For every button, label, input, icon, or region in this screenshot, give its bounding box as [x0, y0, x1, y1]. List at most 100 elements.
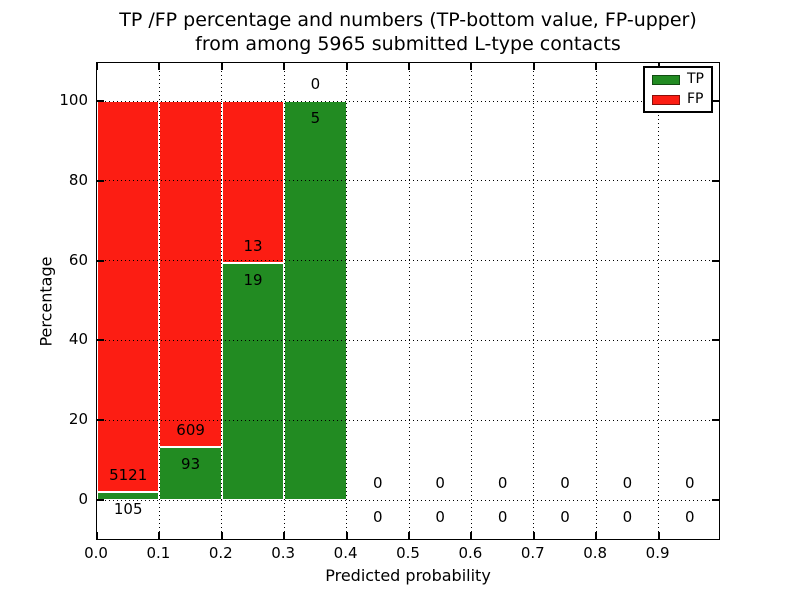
tick-bottom-0.0 — [96, 532, 98, 539]
tick-bottom-0.7 — [532, 532, 535, 539]
tick-top-0.3 — [283, 63, 286, 70]
gridline-x-0.6 — [470, 63, 472, 539]
tick-right-0 — [712, 499, 719, 501]
gridline-x-0.8 — [595, 63, 597, 539]
annotation-fp-1: 609 — [176, 421, 205, 440]
tick-top-0.2 — [220, 63, 223, 70]
tick-top-0.4 — [345, 63, 348, 70]
legend-swatch-fp-icon — [652, 94, 680, 105]
tick-top-0.5 — [408, 63, 410, 70]
annotation-tp-5: 0 — [435, 507, 445, 526]
annotation-tp-3: 5 — [310, 108, 321, 127]
annotation-tp-9: 0 — [685, 507, 695, 526]
plot-area: TP FP 5121 105 609 93 13 19 0 5 0 0 0 0 0 0 0 0 0 0 0 0 — [96, 62, 720, 540]
gridline-x-0.5 — [408, 63, 410, 539]
tick-left-80 — [97, 179, 104, 182]
annotation-fp-8: 0 — [622, 474, 633, 493]
x-tick-label-0.2: 0.2 — [208, 544, 233, 562]
x-tick-label-0.3: 0.3 — [271, 544, 296, 562]
gridline-y-20 — [97, 419, 719, 421]
annotation-fp-3: 0 — [310, 75, 321, 94]
tick-left-60 — [97, 259, 104, 262]
x-tick-label-0.8: 0.8 — [583, 544, 608, 562]
gridline-x-0.9 — [658, 63, 660, 539]
chart-title-line2: from among 5965 submitted L-type contact… — [195, 33, 621, 55]
annotation-tp-6: 0 — [497, 507, 508, 526]
tick-top-0.0 — [96, 63, 98, 70]
x-tick-label-0.0: 0.0 — [84, 544, 108, 562]
tick-bottom-0.1 — [158, 532, 161, 539]
tick-bottom-0.5 — [408, 532, 410, 539]
annotation-tp-7: 0 — [560, 507, 570, 526]
gridline-y-80 — [97, 180, 719, 182]
tick-left-0 — [97, 499, 104, 501]
gridline-y-0 — [97, 499, 719, 501]
tick-top-0.8 — [595, 63, 598, 70]
tick-bottom-0.9 — [657, 532, 660, 539]
x-tick-label-0.5: 0.5 — [396, 544, 420, 562]
legend-item-fp: FP — [652, 92, 704, 107]
annotation-fp-5: 0 — [435, 474, 445, 493]
legend-item-tp: TP — [652, 72, 704, 87]
legend-swatch-tp-icon — [652, 74, 680, 85]
gridline-x-0.1 — [158, 63, 160, 539]
tick-top-0.7 — [532, 63, 535, 70]
legend-label-tp: TP — [687, 71, 704, 87]
gridline-x-0.3 — [283, 63, 285, 539]
annotation-tp-2: 19 — [243, 271, 263, 290]
gridline-x-0.2 — [221, 63, 223, 539]
tick-bottom-0.4 — [345, 532, 348, 539]
annotation-fp-2: 13 — [243, 237, 263, 256]
bar-fp-0 — [97, 101, 160, 492]
legend-label-fp: FP — [687, 91, 704, 107]
x-tick-label-0.6: 0.6 — [458, 544, 483, 562]
bar-tp-3 — [284, 101, 347, 500]
y-tick-label-60: 60 — [68, 250, 88, 269]
tick-bottom-0.6 — [470, 532, 473, 539]
bar-tp-0 — [97, 491, 160, 500]
y-axis-label: Percentage — [36, 256, 56, 347]
y-tick-label-80: 80 — [68, 170, 88, 189]
tick-left-20 — [97, 419, 104, 422]
gridline-x-0.4 — [346, 63, 348, 539]
tick-left-40 — [97, 339, 104, 342]
x-tick-label-0.9: 0.9 — [645, 544, 670, 562]
tick-right-20 — [712, 419, 719, 422]
annotation-fp-4: 0 — [373, 474, 383, 493]
tick-right-40 — [712, 339, 719, 342]
tick-bottom-0.2 — [220, 532, 223, 539]
bar-tp-1 — [159, 447, 222, 500]
gridline-y-60 — [97, 260, 719, 262]
y-tick-label-40: 40 — [68, 330, 88, 349]
tick-bottom-0.8 — [595, 532, 598, 539]
x-tick-label-0.7: 0.7 — [520, 544, 545, 562]
gridline-x-0.7 — [533, 63, 535, 539]
gridline-y-40 — [97, 339, 719, 341]
bar-fp-2 — [221, 101, 285, 264]
tick-bottom-0.3 — [283, 532, 286, 539]
x-axis-label: Predicted probability — [325, 566, 491, 585]
tick-left-100 — [97, 100, 104, 102]
annotation-tp-1: 93 — [181, 455, 201, 474]
y-tick-label-100: 100 — [59, 91, 88, 109]
y-tick-label-20: 20 — [68, 410, 88, 429]
annotation-tp-4: 0 — [373, 507, 383, 526]
legend: TP FP — [643, 66, 713, 113]
x-tick-label-0.1: 0.1 — [146, 544, 171, 562]
annotation-tp-8: 0 — [622, 507, 633, 526]
annotation-fp-0: 5121 — [109, 466, 148, 484]
chart-title: TP /FP percentage and numbers (TP-bottom… — [96, 8, 720, 56]
bar-tp-2 — [221, 263, 285, 500]
annotation-fp-7: 0 — [560, 474, 570, 493]
tick-right-80 — [712, 179, 719, 182]
y-tick-label-0: 0 — [78, 490, 88, 508]
tick-top-0.6 — [470, 63, 473, 70]
x-tick-label-0.4: 0.4 — [333, 544, 358, 562]
gridline-y-100 — [97, 100, 719, 102]
annotation-fp-6: 0 — [497, 474, 508, 493]
annotation-fp-9: 0 — [685, 474, 695, 493]
annotation-tp-0: 105 — [113, 499, 143, 518]
tick-right-100 — [712, 100, 719, 102]
tick-right-60 — [712, 259, 719, 262]
